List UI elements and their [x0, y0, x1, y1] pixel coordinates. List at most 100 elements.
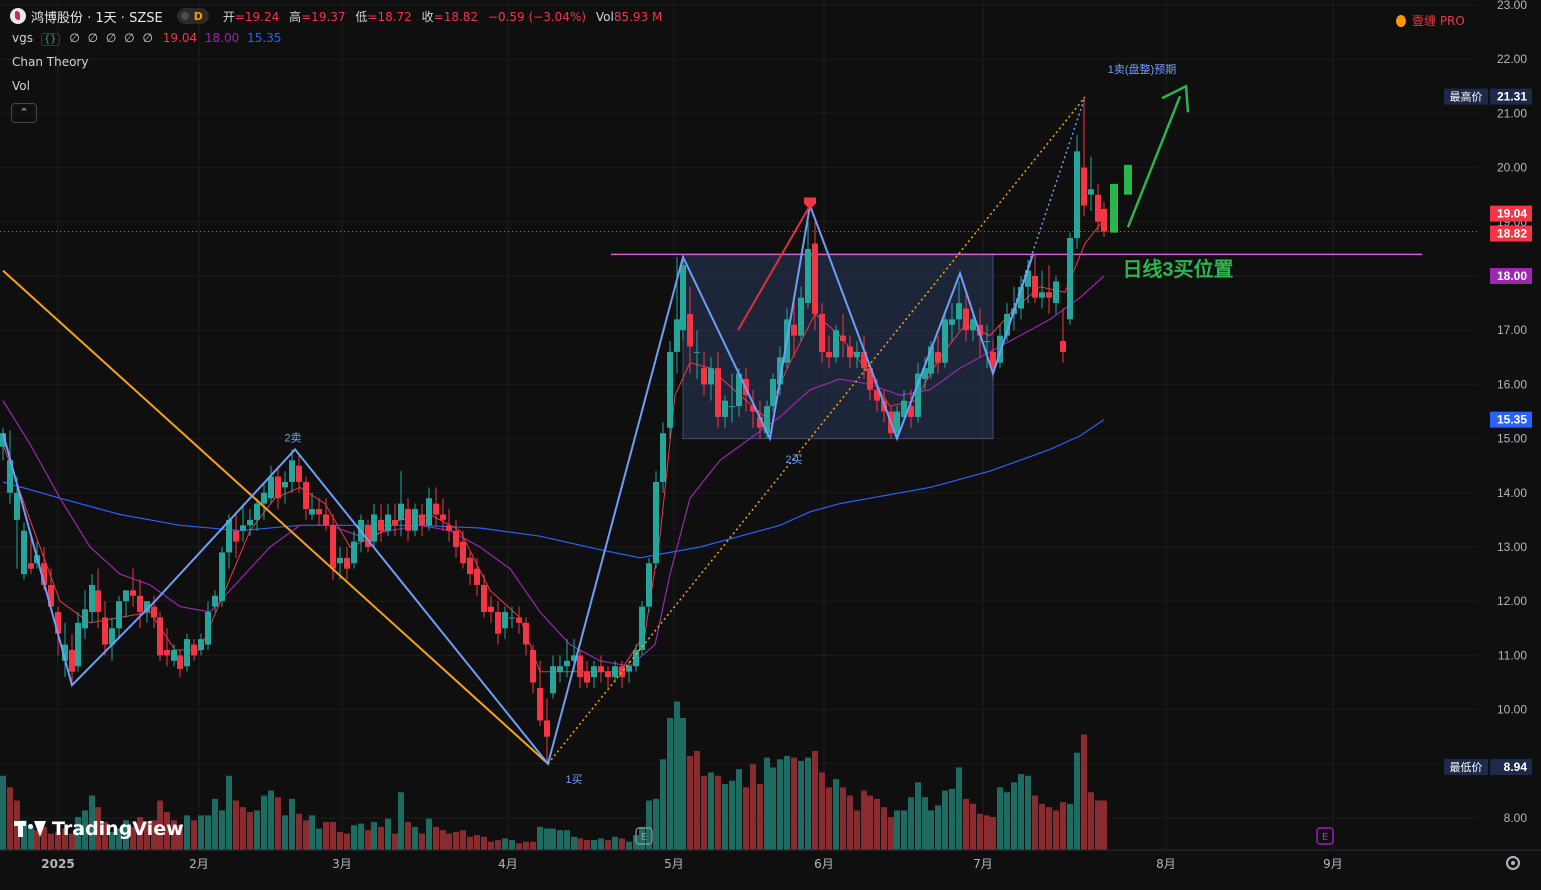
candle-body [550, 666, 556, 694]
volume-bar [433, 826, 439, 850]
volume-bar [226, 775, 232, 850]
candle-body [874, 389, 880, 401]
volume-bar [922, 797, 928, 850]
volume-bar [7, 787, 13, 850]
volume-bar [1088, 792, 1094, 850]
volume-bar [296, 813, 302, 850]
candle-body [819, 313, 825, 352]
volume-bar [219, 810, 225, 850]
candle-body [901, 400, 907, 417]
candle-body [219, 552, 225, 602]
indicator-vgs-value-1: 19.04 [162, 31, 198, 45]
pro-badge[interactable]: 壹缠 PRO [1396, 12, 1465, 29]
candle-body [48, 584, 54, 607]
price-label-text: 最高价 [1450, 90, 1483, 104]
volume-bar [0, 775, 6, 850]
volume-bar [1081, 734, 1087, 850]
ma-slow-line [2, 419, 1105, 559]
candle-body [488, 606, 494, 613]
candle-body [323, 514, 329, 526]
indicator-chan-row[interactable]: Chan Theory [12, 55, 89, 69]
time-axis[interactable]: 2025 2月 3月 4月 5月 6月 7月 8月 9月 [0, 849, 1541, 871]
candle-body [75, 622, 81, 667]
candle-body [502, 612, 508, 629]
candle-body [915, 373, 921, 417]
indicator-vgs-row[interactable]: vgs {} ∅ ∅ ∅ ∅ ∅ 19.04 18.00 15.35 [12, 31, 282, 46]
price-tick-label: 22.00 [1497, 52, 1527, 66]
volume-bar [750, 764, 756, 850]
candle-body [997, 335, 1003, 363]
candle-body [935, 351, 941, 363]
symbol-title[interactable]: 鸿博股份 · 1天 · SZSE [31, 10, 163, 26]
volume-bar [564, 830, 570, 850]
volume-bar [861, 790, 867, 850]
volume-bar [151, 820, 157, 850]
source-code-icon[interactable]: {} [40, 33, 60, 46]
price-axis[interactable]: 23.0022.0021.0020.0019.0018.0017.0016.00… [1444, 0, 1541, 850]
candle-body [928, 346, 934, 374]
candle-body [28, 563, 34, 569]
price-label-box [1490, 225, 1532, 242]
price-tick-label: 17.00 [1497, 323, 1527, 337]
collapse-legend-button[interactable]: ⌃ [11, 103, 37, 123]
candle-body [177, 655, 183, 669]
chan-segment-line [2, 269, 549, 765]
volume-bar [894, 810, 900, 850]
volume-bar [777, 759, 783, 850]
volume-bar [805, 757, 811, 850]
candle-body [990, 351, 996, 369]
volume-bar [888, 817, 894, 850]
candle-body [639, 606, 645, 650]
price-label-value: 18.82 [1497, 227, 1527, 241]
price-tick-label: 23.00 [1497, 0, 1527, 12]
chan-annotation-label: 1卖(盘整)预期 [1108, 62, 1176, 76]
candle-body [116, 601, 122, 629]
settings-gear-icon[interactable] [1506, 856, 1520, 870]
price-tick-label: 8.00 [1504, 811, 1528, 825]
candle-body [854, 351, 860, 358]
tradingview-mark-icon [14, 821, 46, 837]
open-label: 开 [222, 9, 235, 24]
indicator-vol-row[interactable]: Vol [12, 79, 30, 93]
candle-body [653, 481, 659, 564]
candle-body [770, 378, 776, 407]
symbol-logo-icon [10, 8, 26, 24]
candle-body [1004, 313, 1010, 336]
volume-bar [130, 826, 136, 850]
volume-bar [330, 821, 336, 850]
candle-body [474, 568, 480, 585]
candle-body [1088, 189, 1094, 195]
market-status-badge[interactable]: D [176, 8, 209, 24]
volume-bar [819, 772, 825, 850]
low-label: 低 [355, 9, 368, 24]
volume-bar [378, 826, 384, 850]
candle-body [687, 313, 693, 347]
indicator-vgs-value-3: 15.35 [247, 31, 282, 45]
candle-body [1081, 167, 1087, 206]
volume-bar [254, 810, 260, 850]
candle-body [571, 655, 577, 661]
volume-bar [516, 843, 522, 850]
candle-body [598, 666, 604, 672]
volume-bar [1074, 752, 1080, 850]
candle-body [833, 330, 839, 358]
volume-bar [833, 779, 839, 850]
candle-body [557, 666, 563, 672]
volume-bar [743, 787, 749, 850]
candle-body [171, 649, 177, 661]
candle-body [722, 400, 728, 417]
volume-bar [1060, 802, 1066, 850]
volume-bar [687, 755, 693, 850]
volume-bar [440, 830, 446, 850]
candle-body [1074, 151, 1080, 239]
volume-bar [282, 815, 288, 850]
volume-bar [639, 826, 645, 850]
chan-annotation-label: 1买 [565, 773, 582, 786]
price-label-value: 18.00 [1497, 269, 1527, 283]
volume-bar [316, 828, 322, 850]
candle-body [392, 519, 398, 526]
candle-body [412, 509, 418, 531]
tradingview-logo[interactable]: TradingView [14, 818, 184, 840]
pro-label: 壹缠 PRO [1412, 14, 1465, 28]
